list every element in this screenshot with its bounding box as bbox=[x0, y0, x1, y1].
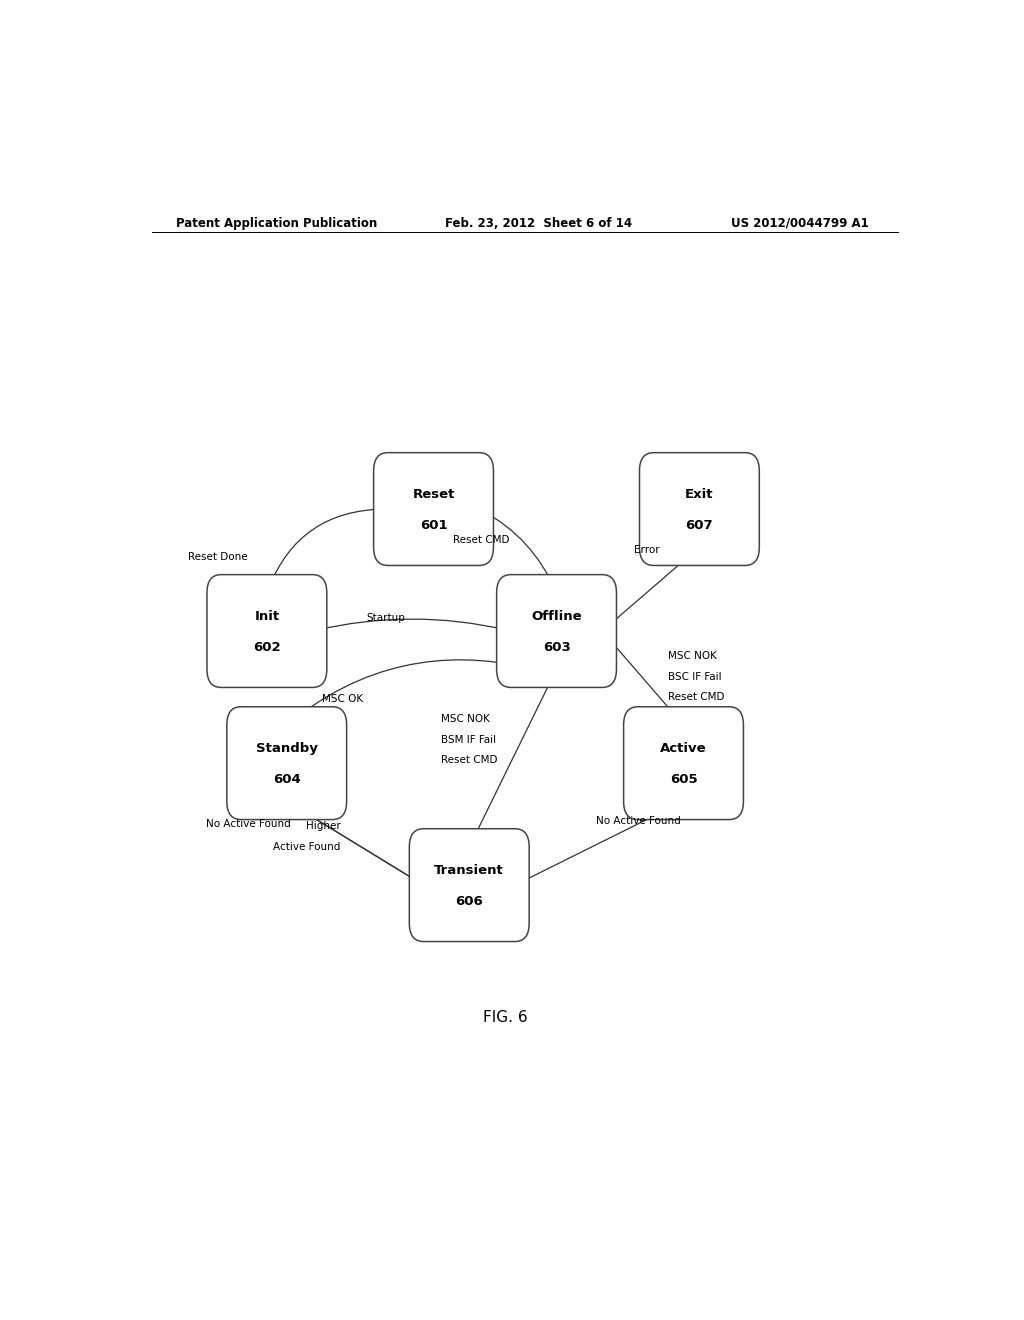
Text: Feb. 23, 2012  Sheet 6 of 14: Feb. 23, 2012 Sheet 6 of 14 bbox=[445, 216, 633, 230]
Text: Patent Application Publication: Patent Application Publication bbox=[176, 216, 377, 230]
Text: Transient: Transient bbox=[434, 865, 504, 878]
FancyBboxPatch shape bbox=[639, 453, 760, 565]
FancyBboxPatch shape bbox=[207, 574, 327, 688]
Text: Error: Error bbox=[634, 545, 659, 554]
Text: Reset CMD: Reset CMD bbox=[453, 535, 509, 545]
FancyBboxPatch shape bbox=[410, 829, 529, 941]
Text: Reset CMD: Reset CMD bbox=[668, 692, 724, 702]
Text: 605: 605 bbox=[670, 774, 697, 785]
Text: Reset Done: Reset Done bbox=[187, 552, 247, 562]
Text: 604: 604 bbox=[272, 774, 301, 785]
Text: US 2012/0044799 A1: US 2012/0044799 A1 bbox=[731, 216, 869, 230]
Text: Exit: Exit bbox=[685, 488, 714, 502]
Text: Reset CMD: Reset CMD bbox=[441, 755, 498, 766]
Text: BSC IF Fail: BSC IF Fail bbox=[668, 672, 721, 681]
Text: BSM IF Fail: BSM IF Fail bbox=[441, 735, 497, 744]
FancyBboxPatch shape bbox=[374, 453, 494, 565]
FancyBboxPatch shape bbox=[624, 706, 743, 820]
Text: MSC NOK: MSC NOK bbox=[441, 714, 490, 725]
Text: 606: 606 bbox=[456, 895, 483, 908]
Text: Offline: Offline bbox=[531, 610, 582, 623]
FancyBboxPatch shape bbox=[226, 706, 347, 820]
Text: 603: 603 bbox=[543, 640, 570, 653]
Text: 601: 601 bbox=[420, 519, 447, 532]
Text: MSC OK: MSC OK bbox=[323, 694, 364, 704]
Text: Active: Active bbox=[660, 742, 707, 755]
Text: No Active Found: No Active Found bbox=[596, 816, 681, 826]
Text: Higher: Higher bbox=[306, 821, 341, 832]
Text: MSC NOK: MSC NOK bbox=[668, 652, 717, 661]
FancyBboxPatch shape bbox=[497, 574, 616, 688]
Text: Active Found: Active Found bbox=[273, 842, 341, 851]
Text: No Active Found: No Active Found bbox=[206, 820, 291, 829]
Text: FIG. 6: FIG. 6 bbox=[482, 1010, 527, 1024]
Text: 607: 607 bbox=[686, 519, 713, 532]
Text: Startup: Startup bbox=[367, 612, 406, 623]
Text: Standby: Standby bbox=[256, 742, 317, 755]
Text: 602: 602 bbox=[253, 640, 281, 653]
Text: Reset: Reset bbox=[413, 488, 455, 502]
Text: Init: Init bbox=[254, 610, 280, 623]
